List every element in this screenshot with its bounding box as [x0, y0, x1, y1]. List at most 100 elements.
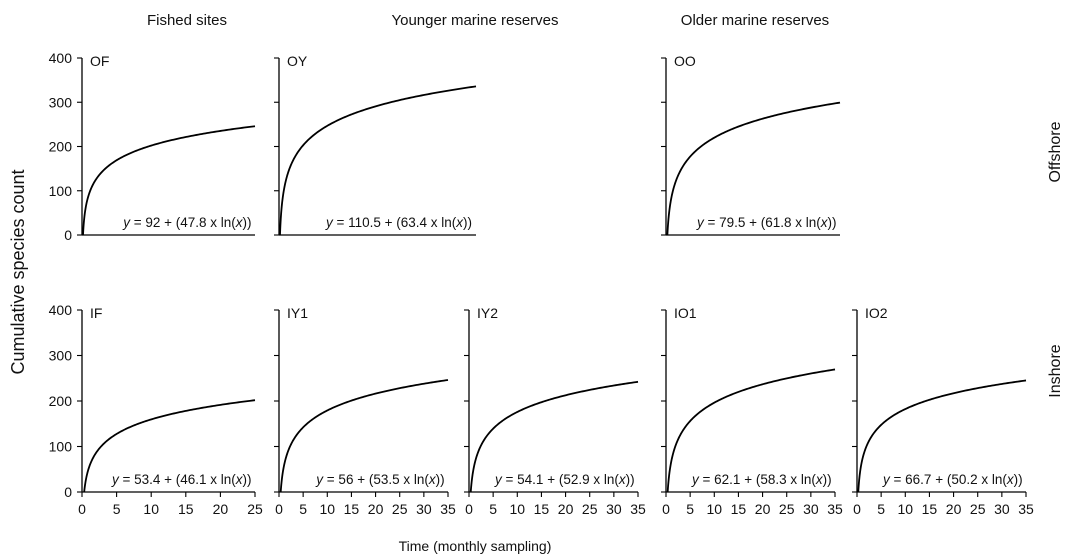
panel-id-label: OO	[674, 53, 696, 69]
y-tick-label: 0	[64, 227, 72, 243]
x-tick-label: 35	[827, 501, 843, 517]
equation-part: x	[618, 472, 627, 487]
x-tick-label: 0	[465, 501, 473, 517]
equation-part: x	[820, 215, 829, 230]
column-header-fished: Fished sites	[147, 12, 227, 29]
fitted-curve	[279, 379, 449, 492]
y-tick-label: 200	[49, 393, 73, 409]
panel-of: 0 100 200 300 400 OF y = 92 + (47.8 x ln(x))	[49, 50, 256, 243]
equation-part: ))	[823, 472, 832, 487]
equation-label: y = 92 + (47.8 x ln(x))	[122, 215, 251, 230]
y-tick-label: 100	[49, 183, 73, 199]
x-tick-label: 25	[392, 501, 408, 517]
x-tick-label: 20	[213, 501, 229, 517]
y-tick-label: 0	[64, 484, 72, 500]
equation-part: y	[315, 472, 324, 487]
equation-label: y = 79.5 + (61.8 x ln(x))	[696, 215, 837, 230]
x-tick-label: 15	[922, 501, 938, 517]
panel-id-label: IY2	[477, 305, 498, 321]
equation-part: ))	[1014, 472, 1023, 487]
equation-part: = 92 + (47.8 x ln(	[130, 215, 236, 230]
equation-part: y	[111, 472, 120, 487]
x-tick-label: 30	[606, 501, 622, 517]
equation-part: x	[1006, 472, 1015, 487]
equation-part: ))	[828, 215, 837, 230]
equation-part: ))	[243, 472, 252, 487]
fitted-curve	[469, 380, 639, 492]
y-tick-label: 400	[49, 302, 73, 318]
x-tick-label: 10	[509, 501, 525, 517]
panel-io1: 0 5 10 15 20 25 30 35 IO1 y = 62.1 + (58.3 x ln(x…	[661, 305, 843, 517]
equation-part: x	[815, 472, 824, 487]
equation-part: = 66.7 + (50.2 x ln(	[890, 472, 1008, 487]
x-tick-label: 30	[803, 501, 819, 517]
y-axis-title: Cumulative species count	[8, 169, 28, 374]
equation-part: y	[122, 215, 131, 230]
equation-label: y = 54.1 + (52.9 x ln(x))	[494, 472, 635, 487]
x-tick-label: 5	[113, 501, 121, 517]
panel-id-label: IO1	[674, 305, 697, 321]
panel-if: 0 100 200 300 400 0 5 10 15 20 25 IF y = 53.4 + (46.…	[49, 302, 263, 517]
x-tick-label: 5	[299, 501, 307, 517]
equation-part: = 56 + (53.5 x ln(	[323, 472, 429, 487]
panel-id-label: OY	[287, 53, 308, 69]
equation-part: y	[691, 472, 700, 487]
y-tick-label: 300	[49, 94, 73, 110]
equation-part: ))	[463, 215, 472, 230]
x-tick-label: 0	[78, 501, 86, 517]
fitted-curve	[279, 85, 477, 235]
equation-part: x	[428, 472, 437, 487]
equation-part: x	[235, 472, 244, 487]
x-tick-label: 35	[1018, 501, 1034, 517]
equation-part: ))	[243, 215, 252, 230]
x-tick-label: 10	[143, 501, 159, 517]
x-tick-label: 10	[706, 501, 722, 517]
panel-id-label: IF	[90, 305, 102, 321]
x-tick-label: 15	[344, 501, 360, 517]
x-tick-label: 0	[662, 501, 670, 517]
x-tick-label: 25	[247, 501, 263, 517]
x-tick-label: 15	[534, 501, 550, 517]
panel-id-label: IY1	[287, 305, 308, 321]
x-tick-label: 25	[970, 501, 986, 517]
x-tick-label: 5	[489, 501, 497, 517]
x-tick-label: 25	[582, 501, 598, 517]
equation-part: x	[235, 215, 244, 230]
equation-part: ))	[626, 472, 635, 487]
x-tick-label: 20	[755, 501, 771, 517]
panel-id-label: IO2	[865, 305, 888, 321]
y-tick-label: 200	[49, 139, 73, 155]
column-header-younger: Younger marine reserves	[391, 12, 558, 29]
panel-oy: OY y = 110.5 + (63.4 x ln(x))	[274, 53, 477, 236]
equation-label: y = 110.5 + (63.4 x ln(x))	[325, 215, 472, 230]
panel-oo: OO y = 79.5 + (61.8 x ln(x))	[661, 53, 841, 236]
x-tick-label: 35	[630, 501, 646, 517]
x-tick-label: 15	[178, 501, 194, 517]
equation-part: = 79.5 + (61.8 x ln(	[704, 215, 822, 230]
y-tick-label: 300	[49, 348, 73, 364]
fitted-curve	[82, 125, 256, 236]
equation-part: ))	[436, 472, 445, 487]
x-axis-title: Time (monthly sampling)	[399, 538, 552, 554]
x-tick-label: 5	[877, 501, 885, 517]
x-tick-label: 10	[319, 501, 335, 517]
equation-label: y = 56 + (53.5 x ln(x))	[315, 472, 444, 487]
y-tick-label: 100	[49, 439, 73, 455]
equation-part: y	[882, 472, 891, 487]
equation-part: = 110.5 + (63.4 x ln(	[333, 215, 457, 230]
x-tick-label: 15	[731, 501, 747, 517]
x-tick-label: 20	[946, 501, 962, 517]
equation-part: = 54.1 + (52.9 x ln(	[502, 472, 620, 487]
equation-part: x	[455, 215, 464, 230]
equation-part: y	[325, 215, 334, 230]
column-header-older: Older marine reserves	[681, 12, 829, 29]
x-tick-label: 20	[368, 501, 384, 517]
equation-part: = 53.4 + (46.1 x ln(	[119, 472, 237, 487]
x-tick-label: 5	[686, 501, 694, 517]
x-tick-label: 30	[994, 501, 1010, 517]
x-tick-label: 25	[779, 501, 795, 517]
x-tick-label: 0	[275, 501, 283, 517]
panel-id-label: OF	[90, 53, 109, 69]
